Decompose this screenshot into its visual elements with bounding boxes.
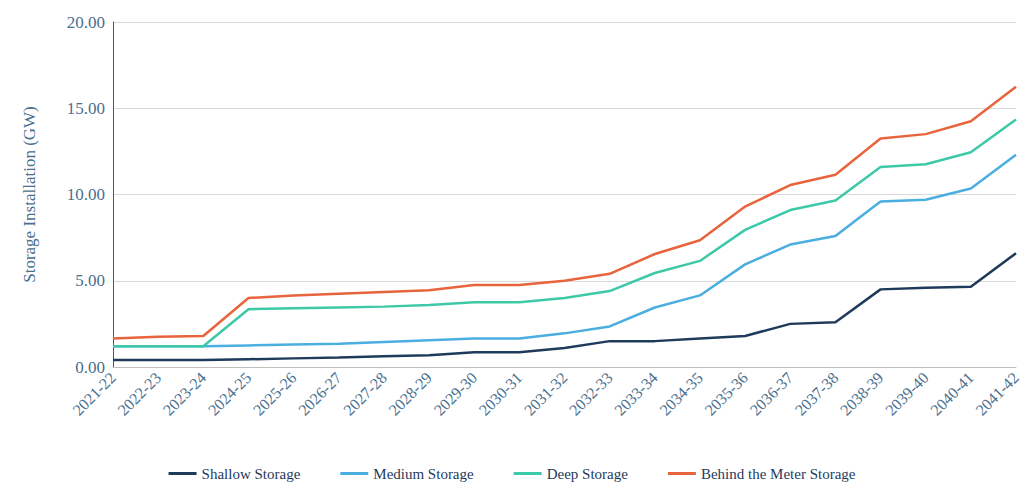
svg-text:20.00: 20.00 [67,13,105,32]
svg-text:2021-22: 2021-22 [69,369,119,419]
svg-text:0.00: 0.00 [75,358,105,377]
svg-text:Storage Installation (GW): Storage Installation (GW) [20,106,39,283]
svg-text:15.00: 15.00 [67,99,105,118]
svg-text:2034-35: 2034-35 [656,369,706,419]
svg-text:2029-30: 2029-30 [431,369,481,419]
svg-text:2027-28: 2027-28 [340,369,390,419]
svg-text:2031-32: 2031-32 [521,369,571,419]
svg-text:2038-39: 2038-39 [837,369,887,419]
svg-text:2032-33: 2032-33 [566,369,616,419]
svg-text:2040-41: 2040-41 [927,369,977,419]
svg-text:10.00: 10.00 [67,185,105,204]
svg-text:2026-27: 2026-27 [295,369,345,419]
svg-text:2028-29: 2028-29 [385,369,435,419]
svg-text:2022-23: 2022-23 [114,369,164,419]
svg-text:2025-26: 2025-26 [250,369,300,419]
svg-text:2039-40: 2039-40 [882,369,932,419]
svg-text:2033-34: 2033-34 [611,369,661,419]
svg-text:Medium Storage: Medium Storage [373,466,474,482]
svg-text:Deep Storage: Deep Storage [547,466,629,482]
svg-text:2035-36: 2035-36 [701,369,751,419]
svg-text:2041-42: 2041-42 [972,369,1022,419]
svg-text:Shallow Storage: Shallow Storage [202,466,301,482]
svg-text:2037-38: 2037-38 [792,369,842,419]
svg-text:2036-37: 2036-37 [747,369,797,419]
svg-text:2030-31: 2030-31 [476,369,526,419]
svg-text:2023-24: 2023-24 [160,369,210,419]
svg-text:5.00: 5.00 [75,271,105,290]
svg-text:2024-25: 2024-25 [205,369,255,419]
svg-text:Behind the Meter Storage: Behind the Meter Storage [701,466,856,482]
